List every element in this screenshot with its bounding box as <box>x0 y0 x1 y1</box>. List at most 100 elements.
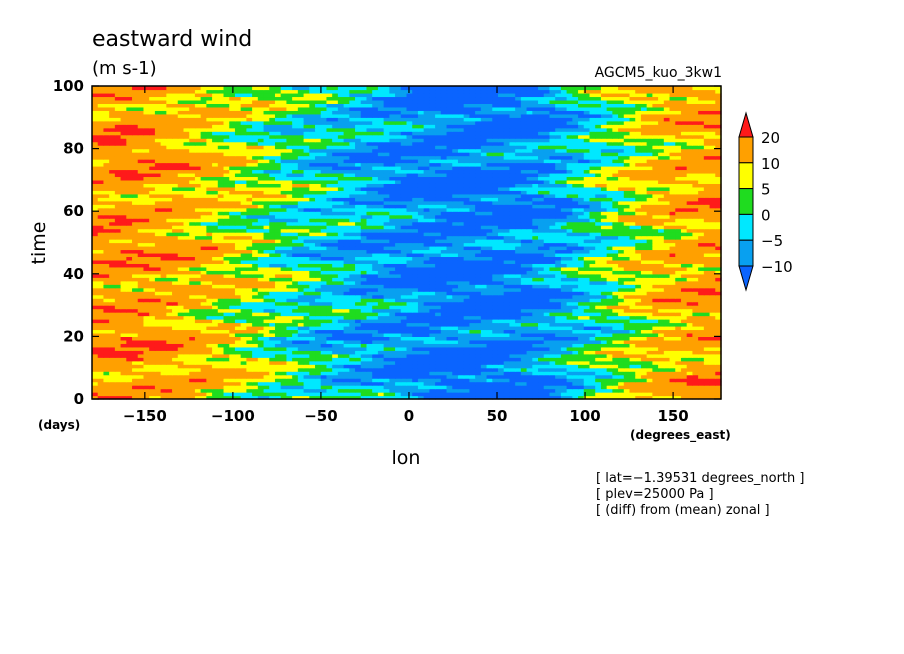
field-cell <box>274 252 282 258</box>
field-cell <box>440 392 448 397</box>
field-cell <box>555 364 562 369</box>
field-cell <box>114 336 122 341</box>
field-cell <box>297 325 305 331</box>
field-cell <box>503 298 511 303</box>
field-cell <box>583 357 591 362</box>
field-cell <box>646 259 653 264</box>
field-cell <box>417 305 425 310</box>
field-cell <box>480 263 488 268</box>
field-cell <box>229 388 236 393</box>
field-cell <box>417 319 425 324</box>
field-cell <box>274 343 282 348</box>
field-cell <box>355 263 362 268</box>
field-cell <box>337 259 345 264</box>
field-cell <box>520 385 528 390</box>
field-cell <box>555 315 562 320</box>
field-cell <box>549 291 556 296</box>
field-cell <box>686 308 694 313</box>
field-cell <box>377 322 385 327</box>
field-cell <box>274 291 282 296</box>
field-cell <box>303 357 310 362</box>
field-cell <box>274 312 282 317</box>
field-cell <box>246 364 253 369</box>
field-cell <box>652 263 659 268</box>
field-cell <box>183 374 190 379</box>
field-cell <box>200 360 207 365</box>
field-cell <box>526 273 533 278</box>
field-cell <box>154 277 162 282</box>
field-cell <box>109 353 116 358</box>
field-cell <box>623 353 631 358</box>
field-cell <box>486 378 493 383</box>
field-cell <box>114 360 122 365</box>
field-cell <box>120 259 127 264</box>
field-cell <box>503 385 511 390</box>
field-cell <box>595 395 602 400</box>
field-cell <box>492 319 499 324</box>
field-cell <box>497 294 505 299</box>
field-cell <box>452 371 459 376</box>
field-cell <box>137 298 145 303</box>
field-cell <box>646 329 653 334</box>
field-cell <box>549 385 556 390</box>
field-cell <box>383 315 390 320</box>
field-cell <box>372 336 379 341</box>
field-cell <box>503 319 511 324</box>
field-cell <box>600 252 608 258</box>
field-cell <box>206 284 213 289</box>
field-cell <box>715 245 722 251</box>
field-cell <box>234 308 242 313</box>
field-cell <box>572 277 579 282</box>
field-cell <box>286 346 293 351</box>
field-cell <box>486 294 493 299</box>
field-cell <box>274 242 282 247</box>
field-cell <box>509 263 516 268</box>
field-cell <box>423 259 430 264</box>
field-cell <box>520 329 528 334</box>
field-cell <box>183 350 190 355</box>
field-cell <box>715 339 722 344</box>
field-cell <box>589 252 596 258</box>
field-cell <box>343 336 350 341</box>
field-cell <box>452 245 459 251</box>
field-cell <box>206 388 213 393</box>
field-cell <box>172 343 179 348</box>
field-cell <box>406 305 413 310</box>
field-cell <box>212 392 219 397</box>
field-cell <box>274 273 282 278</box>
field-cell <box>257 273 265 278</box>
field-cell <box>177 374 185 379</box>
field-cell <box>457 339 465 344</box>
field-cell <box>274 329 282 334</box>
field-cell <box>120 266 127 271</box>
field-cell <box>337 280 345 285</box>
field-cell <box>406 319 413 324</box>
field-cell <box>543 392 551 397</box>
field-cell <box>389 273 396 278</box>
field-cell <box>172 280 179 285</box>
field-cell <box>618 322 625 327</box>
field-cell <box>143 364 150 369</box>
field-cell <box>543 291 551 296</box>
field-cell <box>709 312 716 317</box>
field-cell <box>97 252 105 258</box>
field-cell <box>269 346 276 351</box>
field-cell <box>355 395 362 400</box>
field-cell <box>189 312 196 317</box>
field-cell <box>709 360 716 365</box>
field-cell <box>326 378 333 383</box>
field-cell <box>355 339 362 344</box>
field-cell <box>109 280 116 285</box>
field-cell <box>652 374 659 379</box>
field-cell <box>417 381 425 386</box>
field-cell <box>160 346 167 351</box>
field-cell <box>440 350 448 355</box>
field-cell <box>503 301 511 306</box>
field-cell <box>532 350 539 355</box>
field-cell <box>309 277 316 282</box>
field-cell <box>377 332 385 337</box>
field-cell <box>715 294 722 299</box>
field-cell <box>349 315 356 320</box>
field-cell <box>526 385 533 390</box>
field-cell <box>452 287 459 292</box>
